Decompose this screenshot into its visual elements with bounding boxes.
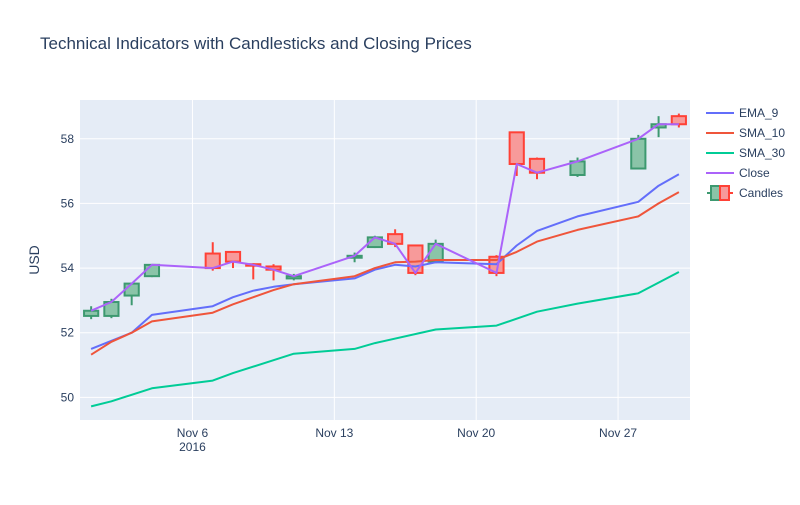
x-tick-label: Nov 13 (315, 426, 353, 440)
y-tick-label: 58 (61, 132, 75, 146)
legend-label: SMA_30 (739, 146, 785, 160)
candles-group (83, 113, 687, 320)
series-line-sma-30 (90, 271, 680, 408)
legend-label: Close (739, 166, 770, 180)
series-line-ema-9 (90, 173, 680, 350)
candle-body (83, 309, 100, 317)
series-line-sma-10 (90, 191, 680, 356)
legend: EMA_9 SMA_10 SMA_30 Close Candles (706, 106, 785, 201)
x-tick-label: Nov 6 (177, 426, 209, 440)
x-tick-year-label: 2016 (179, 440, 206, 454)
candle-body (224, 250, 242, 263)
legend-candle-up (710, 185, 721, 201)
series-line-close (90, 123, 679, 312)
legend-label: EMA_9 (739, 106, 779, 120)
plot-area (80, 100, 690, 420)
candle-body (630, 137, 647, 170)
legend-label: Candles (739, 186, 783, 200)
legend-candle-swatch (707, 185, 733, 201)
y-tick-label: 54 (61, 261, 75, 275)
legend-candle-down (719, 185, 730, 201)
chart-title: Technical Indicators with Candlesticks a… (40, 34, 472, 53)
y-tick-label: 52 (61, 326, 75, 340)
candle-body (407, 244, 424, 274)
candle-body (123, 282, 140, 297)
x-tick-label: Nov 27 (599, 426, 637, 440)
legend-label: SMA_10 (739, 126, 785, 140)
candle-body (508, 131, 525, 165)
y-axis-label: USD (26, 245, 42, 275)
y-tick-label: 50 (61, 390, 75, 404)
candle-body (670, 115, 687, 126)
x-tick-label: Nov 20 (457, 426, 495, 440)
y-tick-label: 56 (61, 196, 75, 210)
candle (407, 244, 424, 276)
